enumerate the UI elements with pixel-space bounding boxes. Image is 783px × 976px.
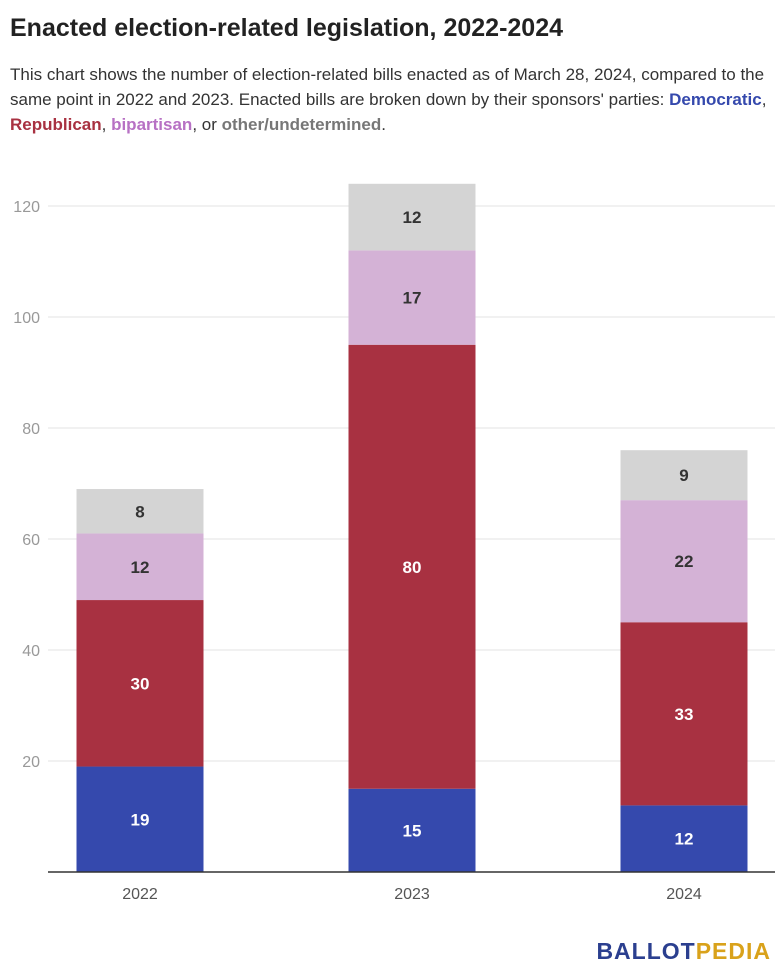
- chart-title: Enacted election-related legislation, 20…: [10, 14, 564, 42]
- x-tick-label-2023: 2023: [394, 886, 430, 903]
- legend-democratic: Democratic: [669, 90, 762, 109]
- subtitle-end: .: [381, 115, 386, 134]
- bar-2023-bipartisan: [348, 250, 476, 345]
- x-tick-label-2022: 2022: [122, 886, 158, 903]
- data-label-2024-republican: 33: [675, 705, 694, 724]
- data-label-2024-other-undetermined: 9: [679, 466, 688, 485]
- y-tick-label-60: 60: [22, 532, 40, 549]
- data-label-2023-republican: 80: [403, 558, 422, 577]
- legend-republican: Republican: [10, 115, 102, 134]
- data-label-2024-democratic: 12: [675, 830, 694, 849]
- y-tick-label-100: 100: [13, 310, 40, 327]
- bar-2022-other-undetermined: [76, 489, 204, 534]
- y-tick-label-40: 40: [22, 643, 40, 660]
- legend-separator: ,: [101, 115, 112, 134]
- subtitle-intro: This chart shows the number of election-…: [10, 65, 765, 109]
- data-label-2024-bipartisan: 22: [675, 552, 694, 571]
- data-label-2022-democratic: 19: [131, 810, 150, 829]
- ballotpedia-logo: BALLOTPEDIA: [596, 938, 771, 965]
- bar-2022-republican: [76, 600, 204, 767]
- data-label-2023-democratic: 15: [403, 821, 422, 840]
- legend-other: other/undetermined: [221, 115, 382, 134]
- data-label-2022-other-undetermined: 8: [135, 502, 144, 521]
- y-tick-label-120: 120: [13, 199, 40, 216]
- data-label-2022-republican: 30: [131, 674, 150, 693]
- bar-2024-bipartisan: [620, 500, 748, 623]
- y-tick-label-80: 80: [22, 421, 40, 438]
- bar-2023-republican: [348, 344, 476, 789]
- bar-2024-democratic: [620, 805, 748, 872]
- bar-2023-democratic: [348, 788, 476, 872]
- x-tick-label-2024: 2024: [666, 886, 702, 903]
- chart-subtitle: This chart shows the number of election-…: [10, 62, 775, 137]
- data-label-2022-bipartisan: 12: [131, 558, 150, 577]
- legend-separator: ,: [761, 90, 767, 109]
- bar-2022-democratic: [76, 766, 204, 872]
- legend-separator: , or: [192, 115, 222, 134]
- legend-bipartisan: bipartisan: [111, 115, 193, 134]
- bar-2022-bipartisan: [76, 533, 204, 601]
- bar-2024-other-undetermined: [620, 450, 748, 501]
- data-label-2023-bipartisan: 17: [403, 289, 422, 308]
- bar-2023-other-undetermined: [348, 183, 476, 251]
- data-label-2023-other-undetermined: 12: [403, 208, 422, 227]
- y-tick-label-20: 20: [22, 754, 40, 771]
- logo-part-ballot: BALLOT: [596, 938, 696, 964]
- logo-part-pedia: PEDIA: [695, 938, 771, 964]
- bar-2024-republican: [620, 622, 748, 806]
